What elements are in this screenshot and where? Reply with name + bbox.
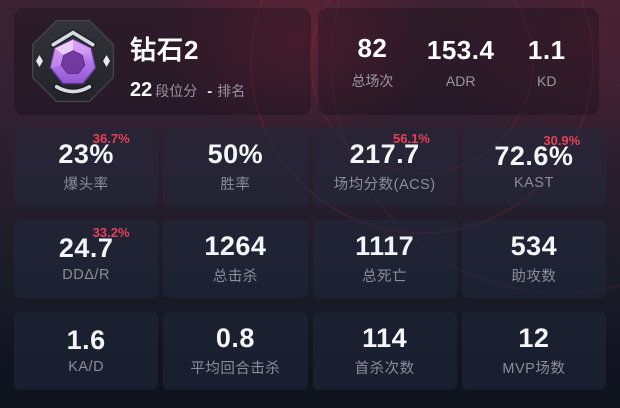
stat-label: KAST	[513, 175, 554, 191]
stat-value: 1264	[204, 230, 267, 261]
rank-card: 钻石2 22 段位分 - 排名	[14, 8, 311, 115]
summary-item-kd: 1.1 KD	[528, 35, 566, 89]
stat-cell-acs: 217.7 56.1% 场均分数(ACS)	[312, 128, 457, 206]
stat-label: DDΔ/R	[62, 267, 110, 283]
stat-cell-mvp-matches: 12 MVP场数	[461, 312, 606, 390]
stat-cell-assists: 534 助攻数	[461, 220, 606, 298]
stat-value: 0.8	[215, 322, 255, 353]
summary-value: 82	[357, 32, 388, 63]
rank-points-label: 段位分	[155, 83, 198, 99]
rank-tier-label: 钻石2	[130, 35, 200, 65]
stat-value: 24.7	[58, 233, 114, 263]
stat-cell-total-deaths: 1117 总死亡	[312, 220, 457, 298]
rank-points-value: 22	[130, 79, 153, 101]
stat-label: 助攻数	[511, 268, 557, 285]
stat-value: 23%	[58, 138, 114, 169]
stat-label: 场均分数(ACS)	[333, 176, 436, 193]
stat-cell-kad: 1.6 KA/D	[14, 312, 159, 390]
stat-label: 总击杀	[212, 268, 258, 285]
stat-value: 50%	[207, 138, 264, 169]
stat-value: 217.7	[349, 138, 420, 169]
stat-value: 114	[362, 322, 408, 353]
stat-label: 总死亡	[362, 268, 408, 285]
stat-delta: 33.2%	[92, 225, 130, 241]
summary-label: KD	[536, 72, 557, 89]
stat-value: 12	[518, 322, 550, 353]
summary-label: ADR	[445, 72, 476, 89]
stats-grid: 23% 36.7% 爆头率 50% 胜率 217.7 56.1% 场均分数(ACS)…	[14, 128, 606, 390]
summary-label: 总场次	[351, 72, 394, 89]
stat-label: KA/D	[68, 359, 105, 375]
stat-cell-headshot-rate: 23% 36.7% 爆头率	[14, 128, 159, 206]
summary-value: 153.4	[426, 34, 495, 65]
stat-delta: 30.9%	[543, 133, 581, 149]
stat-label: MVP场数	[502, 360, 566, 377]
stat-cell-kast: 72.6% 30.9% KAST	[461, 128, 606, 206]
stat-cell-dd-per-round: 24.7 33.2% DDΔ/R	[14, 220, 159, 298]
stat-cell-win-rate: 50% 胜率	[163, 128, 308, 206]
summary-value: 1.1	[527, 34, 566, 65]
stat-label: 胜率	[220, 176, 251, 193]
rank-separator: -	[207, 83, 213, 100]
stat-delta: 56.1%	[393, 130, 430, 146]
stat-value: 534	[510, 230, 558, 261]
summary-item-adr: 153.4 ADR	[427, 35, 495, 89]
stat-delta: 36.7%	[92, 130, 130, 146]
stat-cell-first-kills: 114 首杀次数	[312, 312, 457, 390]
diamond-rank-badge-icon	[31, 19, 115, 103]
stat-value: 72.6%	[494, 141, 574, 171]
stat-cell-avg-kills-per-round: 0.8 平均回合击杀	[163, 312, 308, 390]
stat-label: 爆头率	[63, 176, 109, 193]
ranking-label: 排名	[217, 83, 246, 99]
stat-value: 1.6	[66, 325, 106, 355]
stat-label: 平均回合击杀	[190, 360, 281, 377]
summary-card: 82 总场次 153.4 ADR 1.1 KD	[318, 8, 599, 115]
stat-cell-total-kills: 1264 总击杀	[163, 220, 308, 298]
stat-value: 1117	[355, 230, 415, 261]
stat-label: 首杀次数	[354, 360, 415, 377]
summary-item-matches: 82 总场次	[351, 33, 393, 91]
